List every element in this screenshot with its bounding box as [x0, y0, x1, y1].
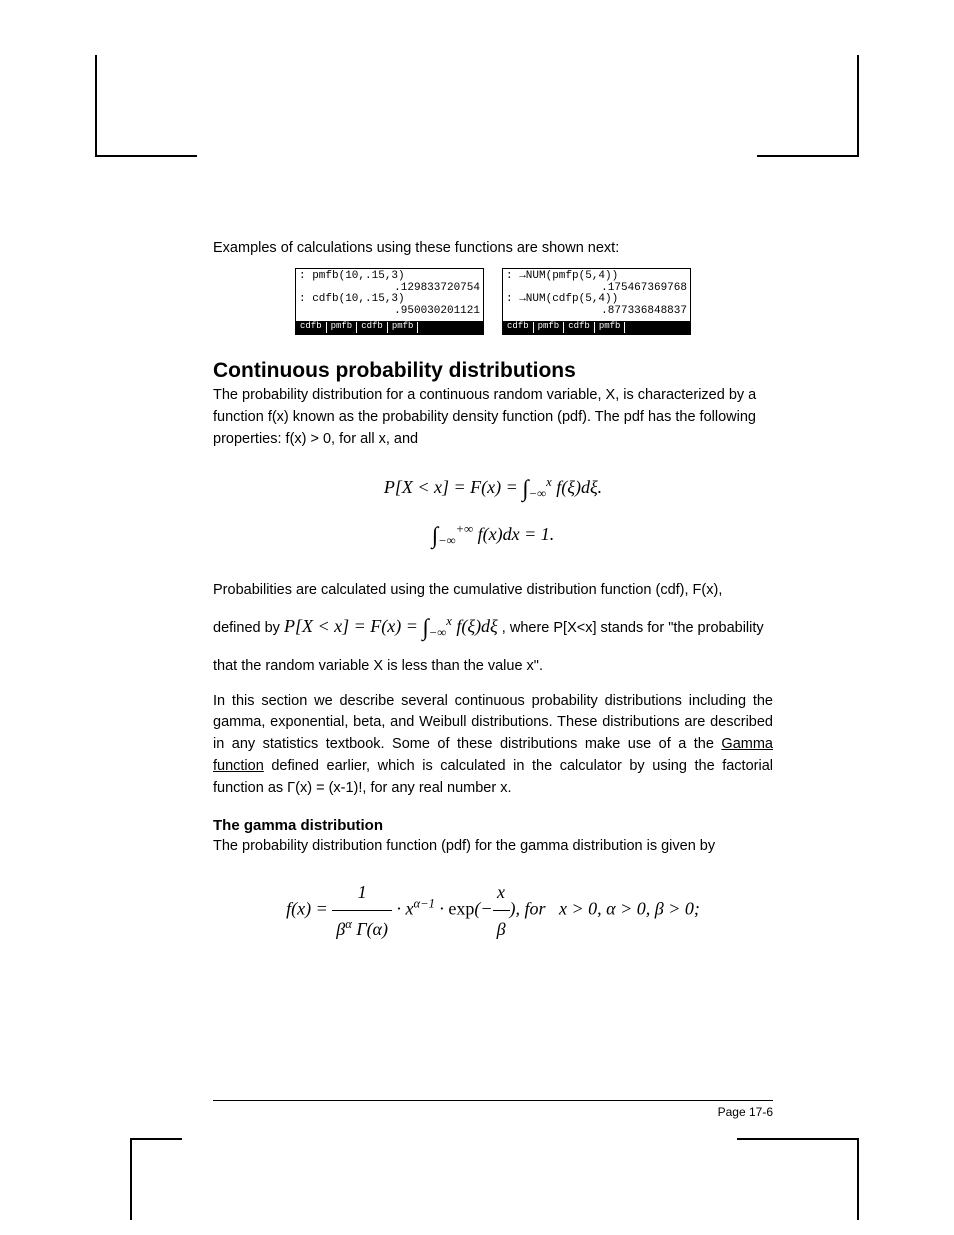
calc-softkeys: cdfb pmfb cdfb pmfb — [296, 321, 483, 334]
softkey: pmfb — [595, 322, 626, 333]
calc-screen-right: : →NUM(pmfp(5,4)) .175467369768 : →NUM(c… — [502, 268, 691, 335]
crop-mark-top-left — [95, 55, 197, 157]
subsection-heading: The gamma distribution — [213, 817, 773, 834]
formula-cdf: P[X < x] = F(x) = ∫−∞x f(ξ)dξ. — [213, 466, 773, 513]
softkey: pmfb — [327, 322, 358, 333]
calc-result-line: .950030201121 — [299, 306, 480, 318]
inline-formula: P[X < x] = F(x) = ∫−∞x f(ξ)dξ — [284, 616, 498, 636]
calc-input-line: : cdfb(10,.15,3) — [299, 294, 480, 306]
calc-input-line: : pmfb(10,.15,3) — [299, 271, 480, 283]
crop-mark-bottom-right — [737, 1138, 859, 1220]
body-paragraph: Probabilities are calculated using the c… — [213, 576, 773, 681]
body-paragraph: The probability distribution function (p… — [213, 836, 773, 858]
softkey: cdfb — [564, 322, 595, 333]
calc-input-line: : →NUM(pmfp(5,4)) — [506, 271, 687, 283]
page-content: Examples of calculations using these fun… — [213, 240, 773, 963]
crop-mark-top-right — [757, 55, 859, 157]
formula-gamma-pdf: f(x) = 1βα Γ(α) · xα−1 · exp(−xβ), for x… — [213, 874, 773, 947]
calc-softkeys: cdfb pmfb cdfb pmfb — [503, 321, 690, 334]
text-run: In this section we describe several cont… — [213, 693, 773, 753]
softkey: cdfb — [503, 322, 534, 333]
page-footer: Page 17-6 — [213, 1100, 773, 1119]
intro-text: Examples of calculations using these fun… — [213, 240, 773, 256]
section-heading: Continuous probability distributions — [213, 359, 773, 383]
softkey: cdfb — [296, 322, 327, 333]
formula-block: P[X < x] = F(x) = ∫−∞x f(ξ)dξ. ∫−∞+∞ f(x… — [213, 466, 773, 560]
calc-input-line: : →NUM(cdfp(5,4)) — [506, 294, 687, 306]
calculator-screens: : pmfb(10,.15,3) .129833720754 : cdfb(10… — [213, 268, 773, 335]
crop-mark-bottom-left — [130, 1138, 182, 1220]
text-run: defined earlier, which is calculated in … — [213, 758, 773, 796]
formula-normalization: ∫−∞+∞ f(x)dx = 1. — [213, 513, 773, 560]
calc-result-line: .877336848837 — [506, 306, 687, 318]
calc-screen-left: : pmfb(10,.15,3) .129833720754 : cdfb(10… — [295, 268, 484, 335]
softkey: pmfb — [388, 322, 419, 333]
body-paragraph: The probability distribution for a conti… — [213, 385, 773, 450]
body-paragraph: In this section we describe several cont… — [213, 691, 773, 800]
page-number: Page 17-6 — [718, 1105, 773, 1119]
softkey: cdfb — [357, 322, 388, 333]
softkey: pmfb — [534, 322, 565, 333]
